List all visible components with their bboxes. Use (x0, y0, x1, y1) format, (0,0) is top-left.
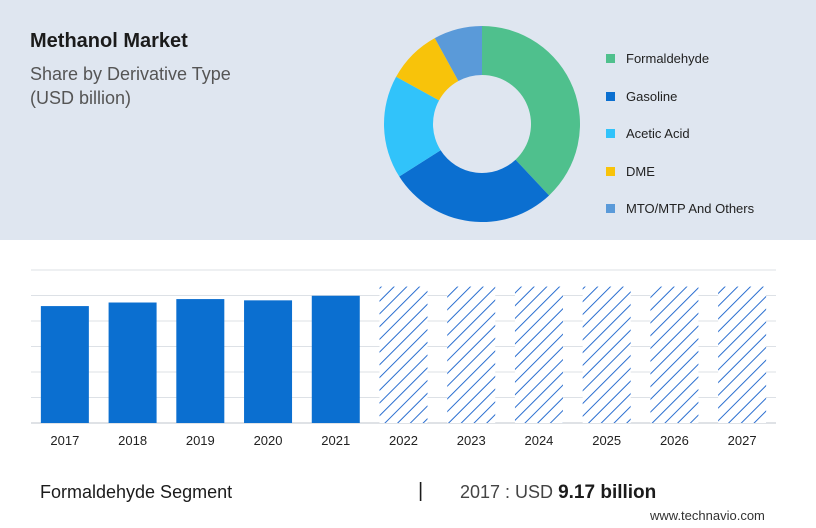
donut-chart (384, 26, 580, 222)
legend-item: Acetic Acid (606, 115, 754, 153)
x-tick-label-2026: 2026 (660, 433, 689, 448)
legend-item: Formaldehyde (606, 40, 754, 78)
bar-2021 (311, 295, 360, 423)
legend-swatch (606, 166, 615, 176)
legend-label: MTO/MTP And Others (626, 201, 755, 217)
forecast-bar-2025 (582, 286, 631, 423)
forecast-bar-2027 (718, 286, 767, 423)
x-tick-label-2022: 2022 (389, 433, 418, 448)
bar-2017 (40, 306, 89, 423)
x-tick-label-2023: 2023 (457, 433, 486, 448)
chart-title: Methanol Market (30, 30, 188, 52)
legend-label: Formaldehyde (626, 51, 710, 67)
watermark-text: www.technavio.com (650, 508, 765, 523)
forecast-bar-2023 (447, 286, 496, 423)
legend-label: DME (626, 163, 655, 179)
legend-label: Acetic Acid (626, 126, 690, 142)
segment-label: Formaldehyde Segment (40, 482, 233, 502)
legend-swatch (606, 54, 615, 64)
x-tick-label-2019: 2019 (186, 433, 215, 448)
donut-legend: Formaldehyde Gasoline Acetic Acid DME MTO/MT… (606, 40, 754, 228)
legend-item: DME (606, 153, 754, 191)
x-tick-label-2021: 2021 (321, 433, 350, 448)
bar-2019 (176, 299, 225, 423)
donut-slice-formaldehyde (482, 26, 580, 196)
donut-slice-acetic-acid (384, 76, 441, 177)
x-tick-label-2020: 2020 (254, 433, 283, 448)
legend-swatch (606, 129, 615, 139)
bar-2020 (244, 300, 293, 423)
donut-slice-gasoline (399, 150, 550, 222)
legend-swatch (606, 204, 615, 214)
forecast-bar-2026 (650, 286, 699, 423)
donut-slice-dme (396, 38, 459, 101)
x-tick-label-2017: 2017 (50, 433, 79, 448)
legend-item: Gasoline (606, 78, 754, 116)
segment-value-prefix: 2017 : USD (460, 482, 554, 502)
x-tick-label-2018: 2018 (118, 433, 147, 448)
footer-separator: | (418, 480, 424, 502)
segment-value-amount: 9.17 billion (558, 482, 657, 503)
bar-chart: 2017 2018 2019 2020 2021 2022 2023 2024 2025 2026… (31, 269, 776, 448)
segment-value: 2017 : USD 9.17 billion (460, 482, 656, 504)
forecast-bar-2022 (379, 286, 428, 423)
donut-slice-mto-mtp-and-others (434, 26, 482, 82)
legend-swatch (606, 91, 615, 101)
x-tick-label-2027: 2027 (728, 433, 757, 448)
chart-subtitle: Share by Derivative Type (USD billion) (30, 64, 231, 108)
x-tick-label-2024: 2024 (524, 433, 553, 448)
forecast-bar-2024 (514, 286, 563, 423)
legend-label: Gasoline (626, 88, 678, 104)
bar-2018 (108, 302, 157, 423)
legend-item: MTO/MTP And Others (606, 190, 754, 228)
x-tick-label-2025: 2025 (592, 433, 621, 448)
